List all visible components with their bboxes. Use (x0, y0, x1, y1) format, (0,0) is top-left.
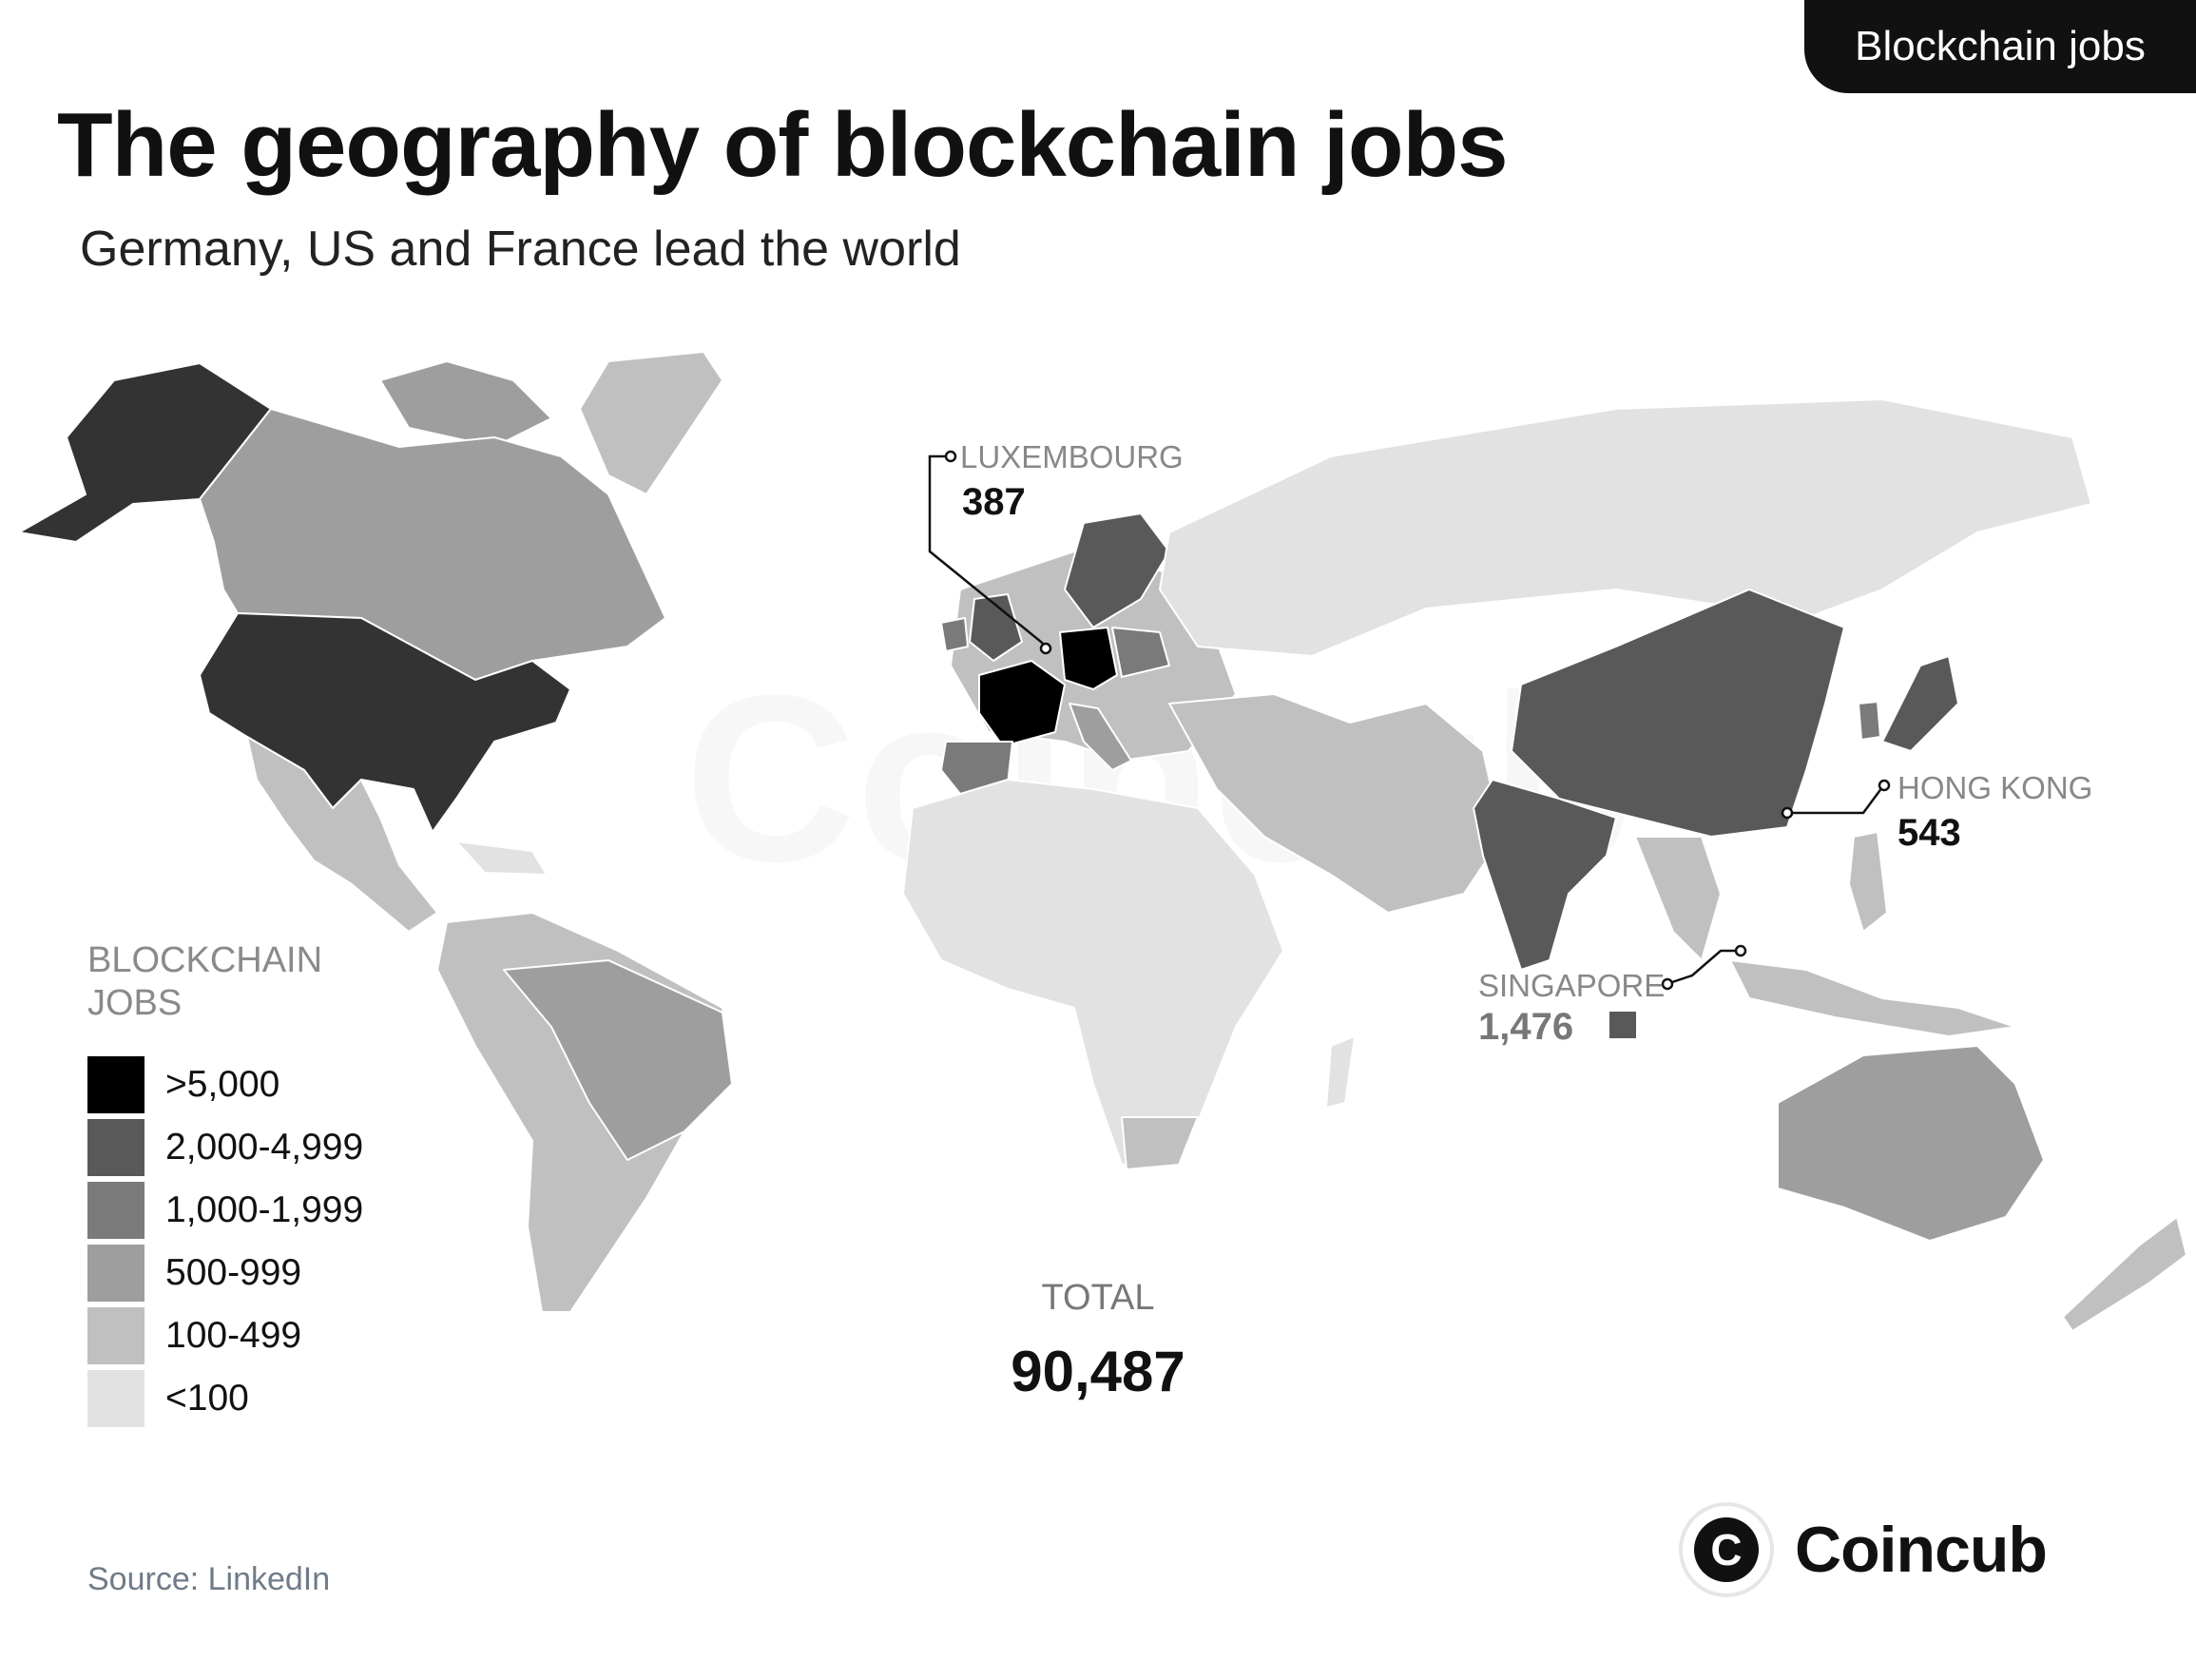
luxembourg-marker (944, 450, 957, 463)
brazil (503, 959, 733, 1161)
legend-item: >5,000 (87, 1053, 392, 1116)
australia (1777, 1045, 2045, 1242)
legend-swatch (87, 1245, 144, 1302)
legend-item: 100-499 (87, 1304, 392, 1367)
russia (1159, 398, 2092, 657)
caribbean (455, 840, 548, 876)
indonesia (1729, 959, 2016, 1037)
brand-logo: C Coincub (1679, 1502, 2048, 1597)
legend-label: 2,000-4,999 (165, 1127, 364, 1168)
callout-luxembourg-value: 387 (962, 481, 1026, 523)
ireland (940, 617, 969, 652)
philippines (1848, 831, 1888, 933)
legend-swatch (87, 1182, 144, 1239)
singapore-point (1734, 944, 1747, 957)
alaska (18, 362, 272, 543)
hong-kong-leader-line (1787, 786, 1884, 815)
legend-swatch (87, 1307, 144, 1364)
scandinavia (1064, 512, 1170, 628)
united-states (199, 612, 571, 833)
poland (1111, 627, 1170, 678)
india (1473, 779, 1617, 971)
singapore-leader-line (1668, 949, 1738, 985)
legend-item: 1,000-1,999 (87, 1179, 392, 1242)
luxembourg-point (1039, 642, 1052, 655)
arctic-islands (379, 360, 552, 448)
world-map: Coincub (18, 351, 2187, 1332)
france (978, 660, 1066, 747)
middle-east (1168, 693, 1503, 914)
total-label: TOTAL (1041, 1278, 1155, 1318)
japan (1881, 655, 1959, 752)
category-badge: Blockchain jobs (1804, 0, 2196, 93)
callout-luxembourg-name: LUXEMBOURG (960, 439, 1184, 474)
legend-swatch (87, 1119, 144, 1176)
source-note: Source: LinkedIn (87, 1561, 331, 1597)
legend-label: 100-499 (165, 1315, 302, 1356)
legend-swatch (87, 1370, 144, 1427)
southeast-asia (1634, 836, 1722, 961)
luxembourg-leader-line (928, 454, 1047, 647)
page-title: The geography of blockchain jobs (57, 94, 1509, 196)
legend-item: <100 (87, 1367, 392, 1430)
south-africa (1121, 1116, 1199, 1170)
united-kingdom (969, 593, 1023, 662)
callout-hong-kong-name: HONG KONG (1897, 770, 2093, 805)
china (1511, 589, 1845, 838)
legend-label: >5,000 (165, 1064, 280, 1105)
callout-singapore-name: SINGAPORE (1478, 968, 1666, 1003)
coincub-logo-icon: C (1679, 1502, 1774, 1597)
hong-kong-marker (1878, 779, 1891, 792)
south-korea (1858, 701, 1881, 741)
legend-swatch (87, 1056, 144, 1113)
brand-name: Coincub (1795, 1514, 2048, 1586)
madagascar (1325, 1035, 1356, 1109)
legend-label: 500-999 (165, 1252, 302, 1293)
singapore-marker (1661, 977, 1674, 991)
legend-item: 2,000-4,999 (87, 1116, 392, 1179)
germany (1059, 627, 1118, 690)
total-value: 90,487 (1011, 1340, 1185, 1403)
coincub-logo-letter: C (1694, 1517, 1759, 1582)
legend-label: <100 (165, 1378, 249, 1419)
page-subtitle: Germany, US and France lead the world (80, 222, 961, 277)
legend-item: 500-999 (87, 1242, 392, 1304)
italy (1069, 703, 1132, 771)
singapore-inset-swatch (1609, 1012, 1636, 1038)
callout-singapore-value: 1,476 (1478, 1006, 1574, 1048)
legend-label: 1,000-1,999 (165, 1189, 364, 1230)
new-zealand (2062, 1216, 2187, 1332)
greenland (579, 351, 723, 495)
legend-title: BLOCKCHAIN JOBS (87, 940, 323, 1023)
callout-hong-kong-value: 543 (1897, 812, 1961, 854)
mexico (246, 736, 438, 933)
hong-kong-point (1781, 806, 1794, 820)
legend: BLOCKCHAIN JOBS >5,000 2,000-4,999 1,000… (87, 939, 392, 1430)
